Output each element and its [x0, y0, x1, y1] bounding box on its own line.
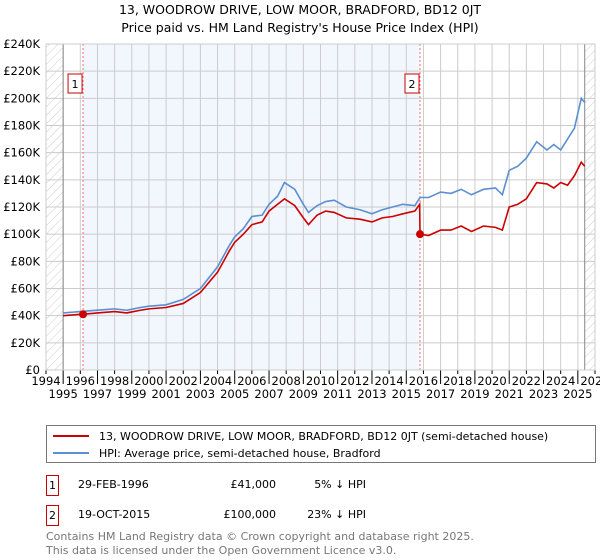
chart-subtitle: Price paid vs. HM Land Registry's House … [121, 20, 479, 35]
property-price-line [63, 160, 586, 317]
transaction-price: £100,000 [223, 508, 277, 521]
legend-swatch-property [53, 435, 89, 437]
transaction-date: 19-OCT-2015 [78, 508, 151, 521]
sale-label: 2 [409, 78, 416, 91]
x-tick-label: 2004 [203, 374, 232, 388]
sale-label-box [67, 73, 83, 94]
x-tick-label: 1994 [31, 374, 60, 388]
footer-licence: This data is licensed under the Open Gov… [46, 544, 397, 557]
legend-label-property: 13, WOODROW DRIVE, LOW MOOR, BRADFORD, B… [99, 429, 549, 443]
x-tick-label: 2014 [374, 374, 403, 388]
x-tick-label: 2006 [237, 374, 266, 388]
y-tick-label: £60K [11, 282, 41, 296]
x-tick-label: 2022 [512, 374, 541, 388]
x-tick-label: 2010 [306, 374, 335, 388]
x-tick-label: 1997 [83, 387, 112, 401]
sale-point [416, 230, 425, 239]
x-tick-label: 2016 [409, 374, 438, 388]
y-tick-label: £200K [3, 91, 40, 105]
x-tick-label: 2009 [289, 387, 318, 401]
transaction-row: 2 19-OCT-2015 £100,000 23% ↓ HPI [46, 505, 446, 526]
transaction-badge: 1 [46, 475, 59, 496]
x-tick-label: 2000 [134, 374, 163, 388]
transaction-hpi: 23% ↓ HPI [307, 508, 366, 521]
x-tick-label: 2024 [546, 374, 575, 388]
plot-border [45, 43, 596, 371]
sale-label-box [404, 73, 420, 94]
x-tick-label: 1995 [49, 387, 78, 401]
y-tick-label: £20K [11, 336, 41, 350]
x-tick-label: 2002 [169, 374, 198, 388]
transaction-date: 29-FEB-1996 [78, 478, 149, 491]
y-tick-label: £80K [11, 254, 41, 268]
y-tick-label: £160K [3, 146, 40, 160]
x-tick-label: 1999 [117, 387, 146, 401]
transaction-price: £41,000 [230, 478, 277, 491]
x-tick-label: 2001 [151, 387, 180, 401]
x-tick-label: 2017 [426, 387, 455, 401]
x-tick-label: 2012 [340, 374, 369, 388]
x-tick-label: 1998 [100, 374, 129, 388]
x-tick-label: 2026 [580, 374, 600, 388]
x-tick-label: 1996 [66, 374, 95, 388]
y-tick-label: £100K [3, 227, 40, 241]
y-tick-label: £120K [3, 200, 40, 214]
x-tick-label: 2025 [563, 387, 592, 401]
x-tick-label: 2021 [495, 387, 524, 401]
sale-label: 1 [72, 78, 79, 91]
plot-area: 1994199519961997199819992000200120022003… [3, 37, 600, 401]
transaction-badge: 2 [46, 505, 59, 526]
y-tick-label: £240K [3, 37, 40, 51]
legend-swatch-hpi [53, 452, 89, 454]
y-tick-label: £140K [3, 173, 40, 187]
y-tick-label: £180K [3, 119, 40, 133]
transaction-hpi: 5% ↓ HPI [314, 478, 366, 491]
footer-copyright: Contains HM Land Registry data © Crown c… [46, 530, 474, 543]
legend: 13, WOODROW DRIVE, LOW MOOR, BRADFORD, B… [46, 425, 596, 463]
x-tick-label: 2019 [460, 387, 489, 401]
y-tick-label: £220K [3, 64, 40, 78]
sale-point [79, 310, 88, 319]
legend-label-hpi: HPI: Average price, semi-detached house,… [99, 446, 381, 460]
x-tick-label: 2013 [357, 387, 386, 401]
y-tick-label: £40K [11, 309, 41, 323]
y-tick-label: £0 [25, 363, 40, 377]
x-tick-label: 2003 [186, 387, 215, 401]
hpi-line [63, 96, 586, 314]
x-tick-label: 2005 [220, 387, 249, 401]
chart-title: 13, WOODROW DRIVE, LOW MOOR, BRADFORD, B… [118, 2, 482, 17]
x-tick-label: 2015 [392, 387, 421, 401]
x-tick-label: 2011 [323, 387, 352, 401]
transaction-row: 1 29-FEB-1996 £41,000 5% ↓ HPI [46, 475, 446, 496]
x-tick-label: 2007 [254, 387, 283, 401]
x-tick-label: 2020 [477, 374, 506, 388]
x-tick-label: 2023 [529, 387, 558, 401]
x-tick-label: 2008 [272, 374, 301, 388]
x-tick-label: 2018 [443, 374, 472, 388]
